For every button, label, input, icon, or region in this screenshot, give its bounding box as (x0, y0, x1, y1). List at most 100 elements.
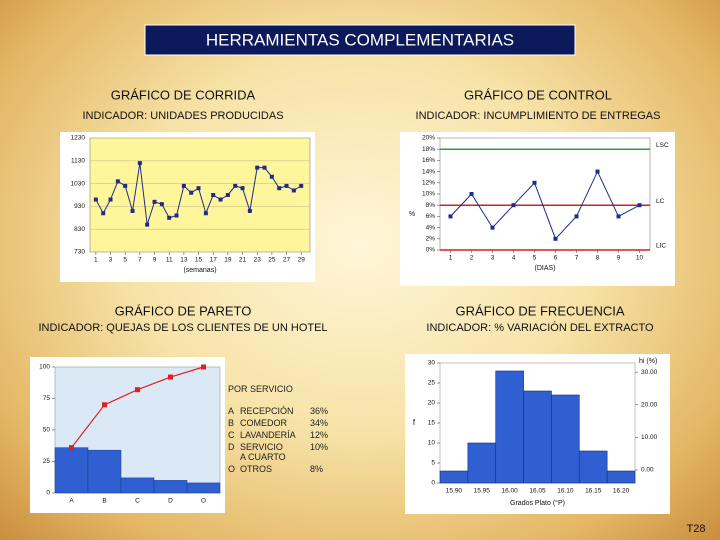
point (225, 193, 230, 197)
legend-share: 34% (310, 418, 329, 428)
legend-name: COMEDOR (240, 418, 287, 428)
y-tick-label: 2% (426, 236, 436, 243)
x-tick-label: 16.15 (585, 488, 602, 495)
x-tick-label: 11 (166, 257, 173, 264)
y-tick-label: 5 (431, 460, 435, 467)
x-axis-label: (DIAS) (535, 265, 556, 272)
y-tick-label: 100 (39, 364, 50, 371)
legend-name: RECEPCIÓN (240, 406, 294, 416)
chart-title: GRÁFICO DE CORRIDA (111, 87, 256, 102)
x-tick-label: 10 (636, 255, 644, 262)
x-tick-label: 15.95 (474, 488, 491, 495)
control-label: LSC (656, 142, 669, 149)
y-tick-label: 25 (428, 380, 436, 387)
bar (523, 390, 552, 484)
x-tick-label: 16.10 (557, 488, 574, 495)
point (262, 165, 267, 170)
x-tick-label: 6 (554, 255, 558, 262)
point (284, 183, 289, 188)
legend-share: 10% (310, 442, 329, 452)
x-tick-label: 2 (470, 255, 474, 262)
x-tick-label: 8 (596, 255, 600, 262)
point (159, 202, 164, 207)
chart-subtitle: INDICADOR: UNIDADES PRODUCIDAS (82, 110, 283, 122)
y-tick-label: 8% (426, 202, 436, 209)
point (616, 214, 621, 219)
cumulative-point (168, 374, 173, 380)
point (152, 199, 157, 204)
bar (153, 480, 188, 494)
x-tick-label: 15 (195, 257, 203, 264)
point (115, 179, 120, 184)
legend-key: B (228, 418, 235, 428)
x-tick-label: 16.05 (529, 488, 546, 495)
bar (551, 394, 580, 484)
y2-axis-label: hi (%) (639, 358, 657, 365)
point (203, 211, 208, 216)
slide-title: HERRAMIENTAS COMPLEMENTARIAS (206, 30, 514, 49)
y-tick-label: 12% (422, 180, 435, 187)
x-tick-label: 16.20 (613, 488, 630, 495)
point (218, 197, 223, 202)
legend-key: C (228, 430, 235, 440)
x-tick-label: 27 (283, 257, 291, 264)
point (469, 192, 474, 196)
y-tick-label: 18% (422, 146, 435, 153)
bar (120, 477, 155, 494)
bar (606, 470, 636, 484)
y-tick-label: 1030 (71, 180, 86, 187)
point (108, 197, 113, 202)
point (532, 180, 537, 185)
x-tick-label: 7 (138, 257, 142, 264)
legend-key: A (228, 406, 235, 416)
y-tick-label: 14% (422, 168, 435, 175)
point (490, 225, 495, 230)
cumulative-point (201, 364, 206, 370)
y-tick-label: 0% (426, 247, 436, 254)
point (247, 208, 252, 213)
point (574, 214, 579, 219)
title-box (144, 24, 576, 56)
legend-key: D (228, 442, 235, 452)
point (233, 183, 238, 188)
x-tick-label: 5 (123, 257, 127, 264)
x-tick-label: 15.90 (446, 488, 463, 495)
y-tick-label: 50 (43, 427, 51, 434)
x-tick-label: 7 (575, 255, 579, 262)
legend-name: LAVANDERÍA (240, 430, 296, 440)
x-tick-label: 13 (180, 257, 188, 264)
x-tick-label: 9 (617, 255, 621, 262)
y2-tick-label: 10.00 (641, 434, 658, 441)
point (196, 186, 201, 191)
legend-share: 8% (310, 464, 324, 474)
bar (54, 447, 89, 494)
y-tick-label: 1230 (71, 135, 86, 142)
chart-subtitle: INDICADOR: % VARIACIÓN DEL EXTRACTO (426, 321, 654, 334)
x-tick-label: 23 (254, 257, 262, 264)
point (174, 213, 179, 218)
bar (186, 482, 221, 494)
point (277, 186, 282, 191)
point (101, 211, 106, 216)
x-tick-label: A (69, 498, 74, 505)
chart-title: GRÁFICO DE CONTROL (464, 87, 612, 102)
legend-row: B COMEDOR 34% (228, 418, 328, 428)
y-tick-label: 25 (43, 458, 51, 465)
point (240, 186, 245, 191)
y-tick-label: 6% (426, 213, 436, 220)
cumulative-point (69, 445, 74, 451)
legend-share: 36% (310, 406, 329, 416)
cumulative-point (135, 387, 140, 393)
bar (467, 442, 497, 484)
y-tick-label: 30 (428, 360, 436, 367)
chart-subtitle: INDICADOR: INCUMPLIMIENTO DE ENTREGAS (416, 110, 661, 122)
x-tick-label: 9 (153, 257, 157, 264)
x-tick-label: 1 (449, 255, 453, 262)
point (189, 190, 194, 195)
point (137, 161, 142, 166)
x-tick-label: 17 (210, 257, 218, 264)
y-tick-label: 0 (46, 490, 50, 497)
bar (578, 450, 608, 484)
y-tick-label: 10 (428, 440, 436, 447)
